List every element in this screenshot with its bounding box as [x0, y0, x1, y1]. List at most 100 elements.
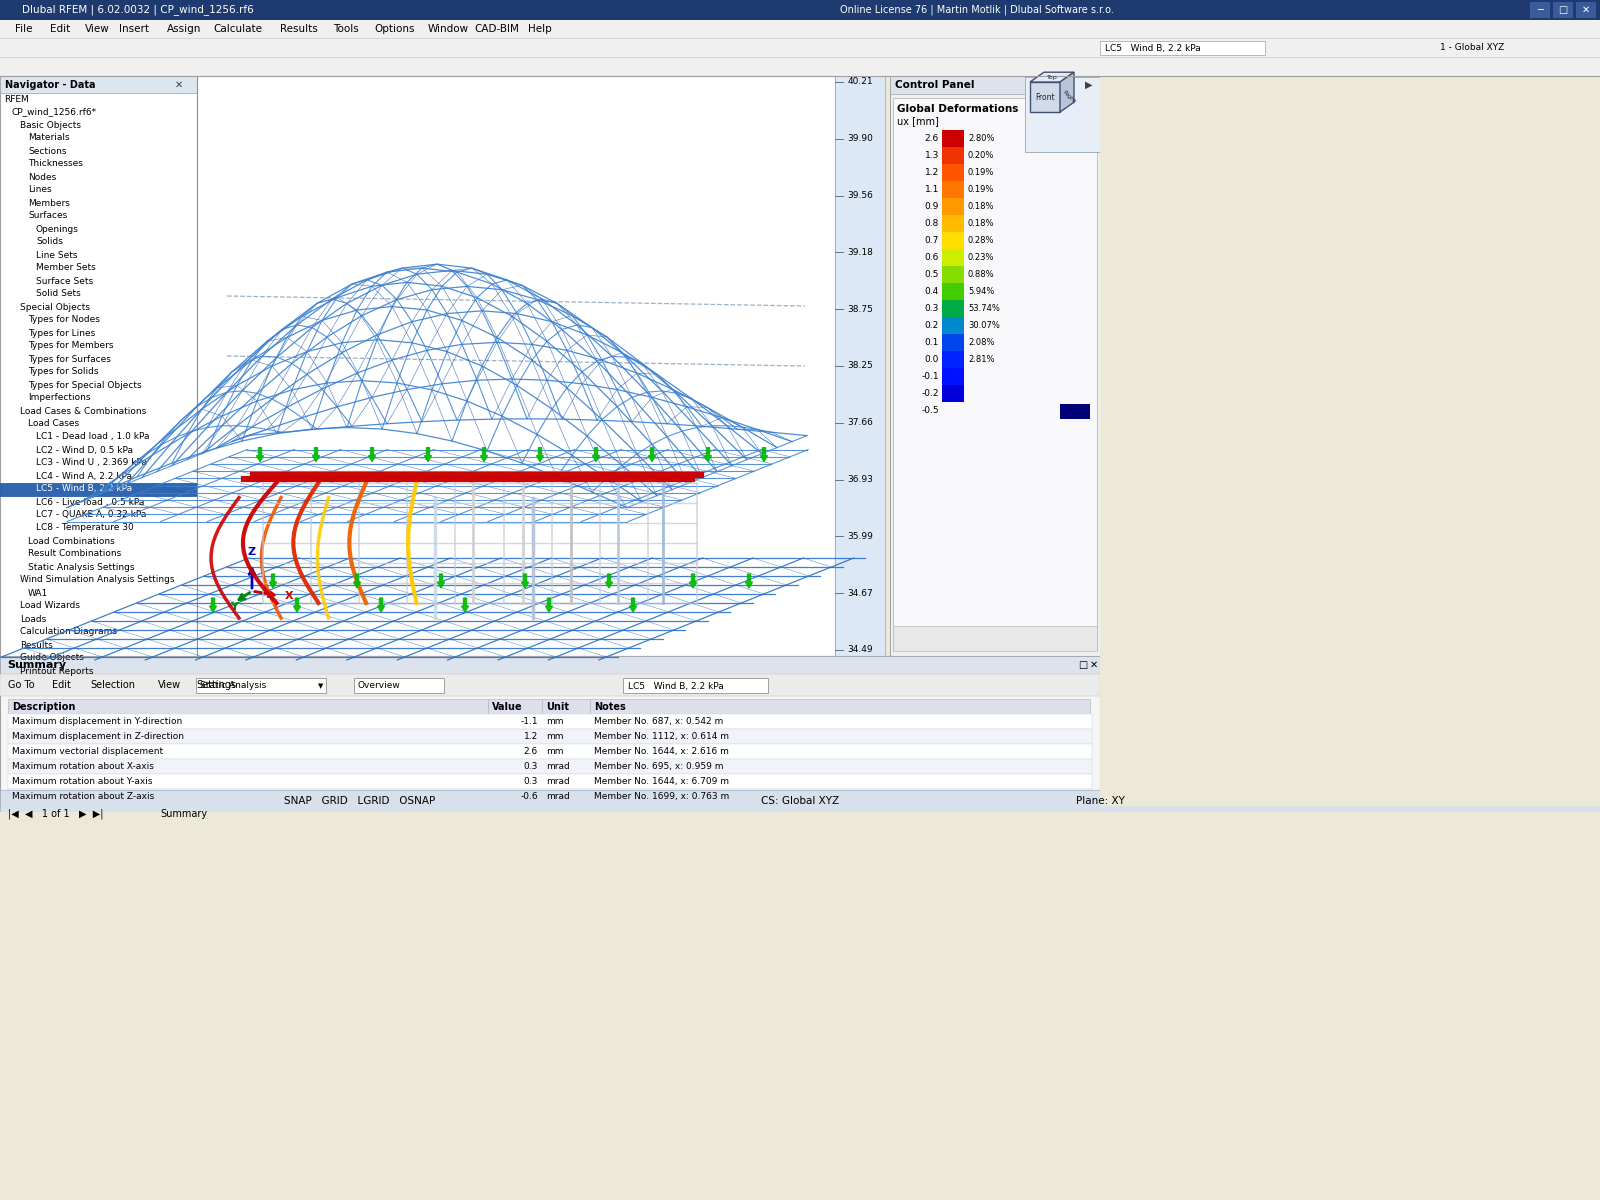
Text: Thicknesses: Thicknesses: [29, 160, 83, 168]
Text: Wind Simulation Analysis Settings: Wind Simulation Analysis Settings: [19, 576, 174, 584]
Text: LC5   Wind B, 2.2 kPa: LC5 Wind B, 2.2 kPa: [1106, 43, 1200, 53]
Bar: [1101, 76, 1600, 806]
Text: LC2 - Wind D, 0.5 kPa: LC2 - Wind D, 0.5 kPa: [35, 445, 133, 455]
Bar: [8, 744, 1091, 758]
Text: Settings: Settings: [195, 680, 237, 690]
Bar: [0, 790, 1600, 812]
Text: Line Sets: Line Sets: [35, 251, 77, 259]
Bar: [0, 76, 197, 680]
Text: 0.23%: 0.23%: [968, 253, 995, 262]
FancyArrow shape: [746, 574, 752, 588]
Text: Online License 76 | Martin Motlik | Dlubal Software s.r.o.: Online License 76 | Martin Motlik | Dlub…: [840, 5, 1114, 16]
Text: Printout Reports: Printout Reports: [19, 666, 93, 676]
Bar: [0, 20, 1600, 38]
Text: Guide Objects: Guide Objects: [19, 654, 83, 662]
Text: 0.18%: 0.18%: [968, 218, 995, 228]
Text: -0.2: -0.2: [922, 389, 939, 398]
Text: ─: ─: [1538, 5, 1542, 14]
FancyArrow shape: [704, 448, 712, 462]
Bar: [942, 164, 963, 181]
Text: Load Wizards: Load Wizards: [19, 601, 80, 611]
Text: 0.9: 0.9: [925, 202, 939, 211]
Bar: [942, 215, 963, 232]
Text: mrad: mrad: [546, 792, 570, 802]
Text: 0.6: 0.6: [925, 253, 939, 262]
Text: Maximum rotation about Z-axis: Maximum rotation about Z-axis: [13, 792, 154, 802]
Bar: [0, 38, 1600, 56]
Text: LC8 - Temperature 30: LC8 - Temperature 30: [35, 523, 134, 533]
Text: ▶: ▶: [1085, 80, 1093, 90]
Text: Global Deformations: Global Deformations: [898, 104, 1018, 114]
Bar: [0, 656, 1101, 674]
Text: 39.90: 39.90: [846, 134, 874, 143]
Text: Members: Members: [29, 198, 70, 208]
Bar: [0, 674, 1101, 696]
Text: Basic Objects: Basic Objects: [19, 120, 82, 130]
Text: View: View: [85, 24, 109, 34]
Text: Member No. 687, x: 0.542 m: Member No. 687, x: 0.542 m: [594, 716, 723, 726]
Text: 1.2: 1.2: [523, 732, 538, 740]
Bar: [8, 774, 1091, 790]
Text: Control Panel: Control Panel: [894, 80, 974, 90]
Bar: [942, 181, 963, 198]
Text: 2.6: 2.6: [523, 746, 538, 756]
Text: Maximum rotation about Y-axis: Maximum rotation about Y-axis: [13, 778, 152, 786]
Text: Notes: Notes: [594, 702, 626, 712]
Bar: [0, 812, 1600, 1200]
FancyArrow shape: [437, 574, 445, 588]
Bar: [1554, 2, 1573, 18]
Text: ux [mm]: ux [mm]: [898, 116, 939, 126]
Bar: [197, 76, 835, 656]
Text: Insert: Insert: [120, 24, 149, 34]
Text: Nodes: Nodes: [29, 173, 56, 181]
Text: 0.5: 0.5: [925, 270, 939, 278]
Text: Edit: Edit: [50, 24, 70, 34]
Text: Maximum displacement in Y-direction: Maximum displacement in Y-direction: [13, 716, 182, 726]
Text: Window: Window: [427, 24, 469, 34]
Text: LC3 - Wind U , 2.369 kPa: LC3 - Wind U , 2.369 kPa: [35, 458, 147, 468]
Text: 2.81%: 2.81%: [968, 355, 995, 364]
Text: CS: Global XYZ: CS: Global XYZ: [762, 796, 838, 806]
Text: Results: Results: [280, 24, 317, 34]
FancyArrow shape: [522, 574, 528, 588]
Text: Types for Special Objects: Types for Special Objects: [29, 380, 142, 390]
FancyArrow shape: [592, 448, 600, 462]
Bar: [195, 678, 326, 692]
Text: 0.3: 0.3: [925, 304, 939, 313]
Text: Options: Options: [374, 24, 414, 34]
Bar: [893, 98, 1098, 650]
Text: |◀  ◀   1 of 1   ▶  ▶|: |◀ ◀ 1 of 1 ▶ ▶|: [8, 809, 104, 820]
Text: Maximum rotation about X-axis: Maximum rotation about X-axis: [13, 762, 154, 770]
Text: 0.19%: 0.19%: [968, 185, 994, 194]
Text: Solids: Solids: [35, 238, 62, 246]
Text: Load Combinations: Load Combinations: [29, 536, 115, 546]
Text: Load Cases: Load Cases: [29, 420, 78, 428]
Text: Front: Front: [1035, 92, 1054, 102]
Text: Results: Results: [19, 641, 53, 649]
Text: Materials: Materials: [29, 133, 70, 143]
Text: -0.5: -0.5: [922, 406, 939, 415]
Bar: [1530, 2, 1550, 18]
Text: mrad: mrad: [546, 762, 570, 770]
Text: LC4 - Wind A, 2.2 kPa: LC4 - Wind A, 2.2 kPa: [35, 472, 131, 480]
Text: Special Objects: Special Objects: [19, 302, 90, 312]
Text: Selection: Selection: [90, 680, 134, 690]
Bar: [488, 698, 542, 714]
Text: mm: mm: [546, 732, 563, 740]
Bar: [942, 266, 963, 283]
Text: Dlubal RFEM | 6.02.0032 | CP_wind_1256.rf6: Dlubal RFEM | 6.02.0032 | CP_wind_1256.r…: [22, 5, 254, 16]
Text: Member No. 1644, x: 6.709 m: Member No. 1644, x: 6.709 m: [594, 778, 730, 786]
Text: Sections: Sections: [29, 146, 67, 156]
Bar: [8, 698, 488, 714]
Bar: [0, 656, 1101, 806]
FancyArrow shape: [312, 448, 320, 462]
Bar: [8, 728, 1091, 744]
Bar: [590, 698, 1090, 714]
Text: Member No. 1699, x: 0.763 m: Member No. 1699, x: 0.763 m: [594, 792, 730, 802]
Text: 53.74%: 53.74%: [968, 304, 1000, 313]
FancyArrow shape: [368, 448, 376, 462]
Text: 35.99: 35.99: [846, 532, 874, 541]
Text: 0.1: 0.1: [925, 338, 939, 347]
Bar: [893, 626, 1098, 650]
Text: 37.66: 37.66: [846, 419, 874, 427]
